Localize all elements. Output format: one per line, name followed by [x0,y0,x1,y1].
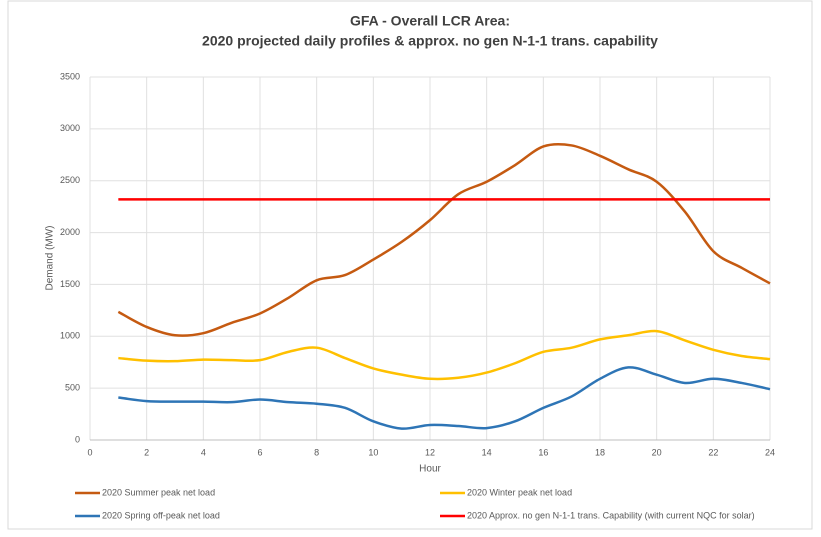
x-tick-label: 14 [482,447,492,457]
chart-subtitle: 2020 projected daily profiles & approx. … [202,33,658,49]
series-line [118,366,771,430]
x-tick-label: 4 [201,447,206,457]
chart-title: GFA - Overall LCR Area: [350,13,510,29]
series-line [117,142,771,337]
y-tick-label: 1500 [60,279,80,289]
y-tick-label: 3500 [60,71,80,81]
y-axis-title: Demand (MW) [45,225,56,290]
y-tick-label: 3000 [60,123,80,133]
chart-frame [7,0,813,530]
x-tick-label: 2 [144,447,149,457]
legend-label: 2020 Spring off-peak net load [102,510,220,520]
legend-label: 2020 Winter peak net load [467,487,572,497]
y-tick-label: 0 [75,434,80,444]
x-tick-label: 0 [87,447,92,457]
x-tick-label: 16 [538,447,548,457]
legend-label: 2020 Summer peak net load [102,487,215,497]
x-tick-label: 6 [257,447,262,457]
x-tick-label: 22 [708,447,718,457]
x-tick-label: 12 [425,447,435,457]
x-tick-label: 20 [652,447,662,457]
x-tick-label: 10 [368,447,378,457]
y-tick-label: 1000 [60,331,80,341]
y-tick-label: 2000 [60,227,80,237]
y-tick-label: 2500 [60,175,80,185]
x-axis-title: Hour [419,464,441,475]
x-tick-label: 8 [314,447,319,457]
y-tick-label: 500 [65,383,80,393]
x-tick-label: 24 [765,447,775,457]
series-line [118,329,771,381]
legend-label: 2020 Approx. no gen N-1-1 trans. Capabil… [467,510,755,520]
x-tick-label: 18 [595,447,605,457]
